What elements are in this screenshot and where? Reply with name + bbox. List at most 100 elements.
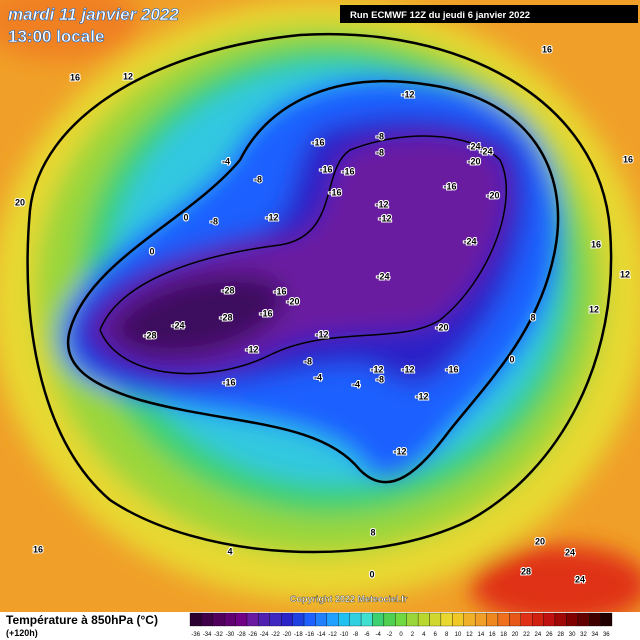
colorbar-label: 24 <box>535 632 542 638</box>
colorbar-label: -8 <box>353 632 359 638</box>
contour-label: -8 <box>304 356 312 366</box>
colorbar-swatch <box>509 612 521 627</box>
colorbar-swatch <box>315 612 328 627</box>
colorbar-label: 20 <box>512 632 519 638</box>
contour-label: 24 <box>565 547 575 557</box>
colorbar-label: 14 <box>477 632 484 638</box>
colorbar-label: 18 <box>500 632 507 638</box>
colorbar-swatch <box>303 612 316 627</box>
colorbar-swatch <box>406 612 419 627</box>
contour-label: -12 <box>378 213 391 223</box>
contour-label: -20 <box>286 296 299 306</box>
colorbar-label: -20 <box>283 632 292 638</box>
contour-label: 0 <box>369 569 374 579</box>
contour-label: -16 <box>341 166 354 176</box>
colorbar-label: 32 <box>580 632 587 638</box>
colorbar-swatch <box>600 612 613 627</box>
colorbar-swatch <box>235 612 248 627</box>
contour-label: -16 <box>445 364 458 374</box>
colorbar-swatch <box>429 612 442 627</box>
colorbar-swatch <box>395 612 407 627</box>
contour-label: -28 <box>219 312 232 322</box>
contour-label: -28 <box>221 285 234 295</box>
contour-label: -20 <box>467 156 480 166</box>
colorbar-swatch <box>589 612 601 627</box>
colorbar-label: 6 <box>434 632 438 638</box>
colorbar-label: 0 <box>399 632 403 638</box>
contour-label: -12 <box>265 212 278 222</box>
contour-label: 20 <box>15 197 25 207</box>
contour-label: -8 <box>254 174 262 184</box>
colorbar-label: -6 <box>364 632 370 638</box>
colorbar-swatch <box>554 612 567 627</box>
contour-label: -12 <box>401 364 414 374</box>
lead-time: (+120h) <box>6 628 38 638</box>
copyright: Copyright 2022 Meteociel.fr <box>290 594 408 604</box>
colorbar-label: 36 <box>603 632 610 638</box>
colorbar-label: -2 <box>387 632 393 638</box>
contour-label: -12 <box>415 391 428 401</box>
colorbar-swatch <box>486 612 499 627</box>
colorbar-swatch <box>360 612 373 627</box>
colorbar-label: -36 <box>191 632 200 638</box>
colorbar-label: 22 <box>523 632 530 638</box>
contour-label: -16 <box>222 377 235 387</box>
colorbar-label: 26 <box>546 632 553 638</box>
contour-label: -4 <box>222 156 230 166</box>
colorbar-swatch <box>417 612 430 627</box>
contour-label: 16 <box>591 239 601 249</box>
contour-label: 16 <box>33 544 43 554</box>
contour-label: -24 <box>171 320 184 330</box>
colorbar-swatch <box>189 612 202 627</box>
contour-label: 16 <box>70 72 80 82</box>
colorbar-label: 4 <box>422 632 426 638</box>
colorbar-swatch <box>532 612 544 627</box>
contour-label: -16 <box>319 164 332 174</box>
colorbar-swatch <box>269 612 282 627</box>
colorbar-label: 10 <box>455 632 462 638</box>
colorbar-swatch <box>349 612 362 627</box>
legend-caption: Température à 850hPa (°C) <box>6 613 158 627</box>
contour-label: 12 <box>620 269 630 279</box>
colorbar-swatch <box>212 612 225 627</box>
colorbar-label: 2 <box>411 632 415 638</box>
contour-label: 16 <box>542 44 552 54</box>
colorbar-swatch <box>201 612 213 627</box>
contour-label: -24 <box>376 271 389 281</box>
colorbar-label: -12 <box>328 632 337 638</box>
colorbar-swatch <box>224 612 236 627</box>
colorbar-swatch <box>543 612 556 627</box>
contour-label: -16 <box>311 137 324 147</box>
colorbar-label: 8 <box>445 632 449 638</box>
contour-label: -4 <box>314 372 322 382</box>
colorbar-swatch <box>292 612 305 627</box>
contour-label: -16 <box>443 181 456 191</box>
colorbar-label: -14 <box>317 632 326 638</box>
colorbar-label: -30 <box>226 632 235 638</box>
contour-label: 8 <box>530 312 535 322</box>
contour-label: -16 <box>328 187 341 197</box>
contour-label: 28 <box>521 566 531 576</box>
map-title: mardi 11 janvier 2022 <box>8 5 179 24</box>
colorbar-swatch <box>440 612 453 627</box>
contour-label: -24 <box>467 141 480 151</box>
colorbar-swatch <box>577 612 590 627</box>
contour-label: -4 <box>352 379 360 389</box>
colorbar-label: 28 <box>557 632 564 638</box>
colorbar-swatch <box>258 612 270 627</box>
temperature-field <box>0 0 640 625</box>
contour-label: 20 <box>535 536 545 546</box>
colorbar-swatch <box>566 612 578 627</box>
map-time: 13:00 locale <box>8 27 104 46</box>
colorbar-swatch <box>281 612 293 627</box>
contour-label: -12 <box>393 446 406 456</box>
colorbar-swatch <box>452 612 464 627</box>
contour-label: 12 <box>589 304 599 314</box>
contour-label: -28 <box>143 330 156 340</box>
colorbar-label: 16 <box>489 632 496 638</box>
contour-label: 0 <box>183 212 188 222</box>
run-box <box>340 5 638 23</box>
colorbar-label: 30 <box>569 632 576 638</box>
colorbar-label: -26 <box>248 632 257 638</box>
